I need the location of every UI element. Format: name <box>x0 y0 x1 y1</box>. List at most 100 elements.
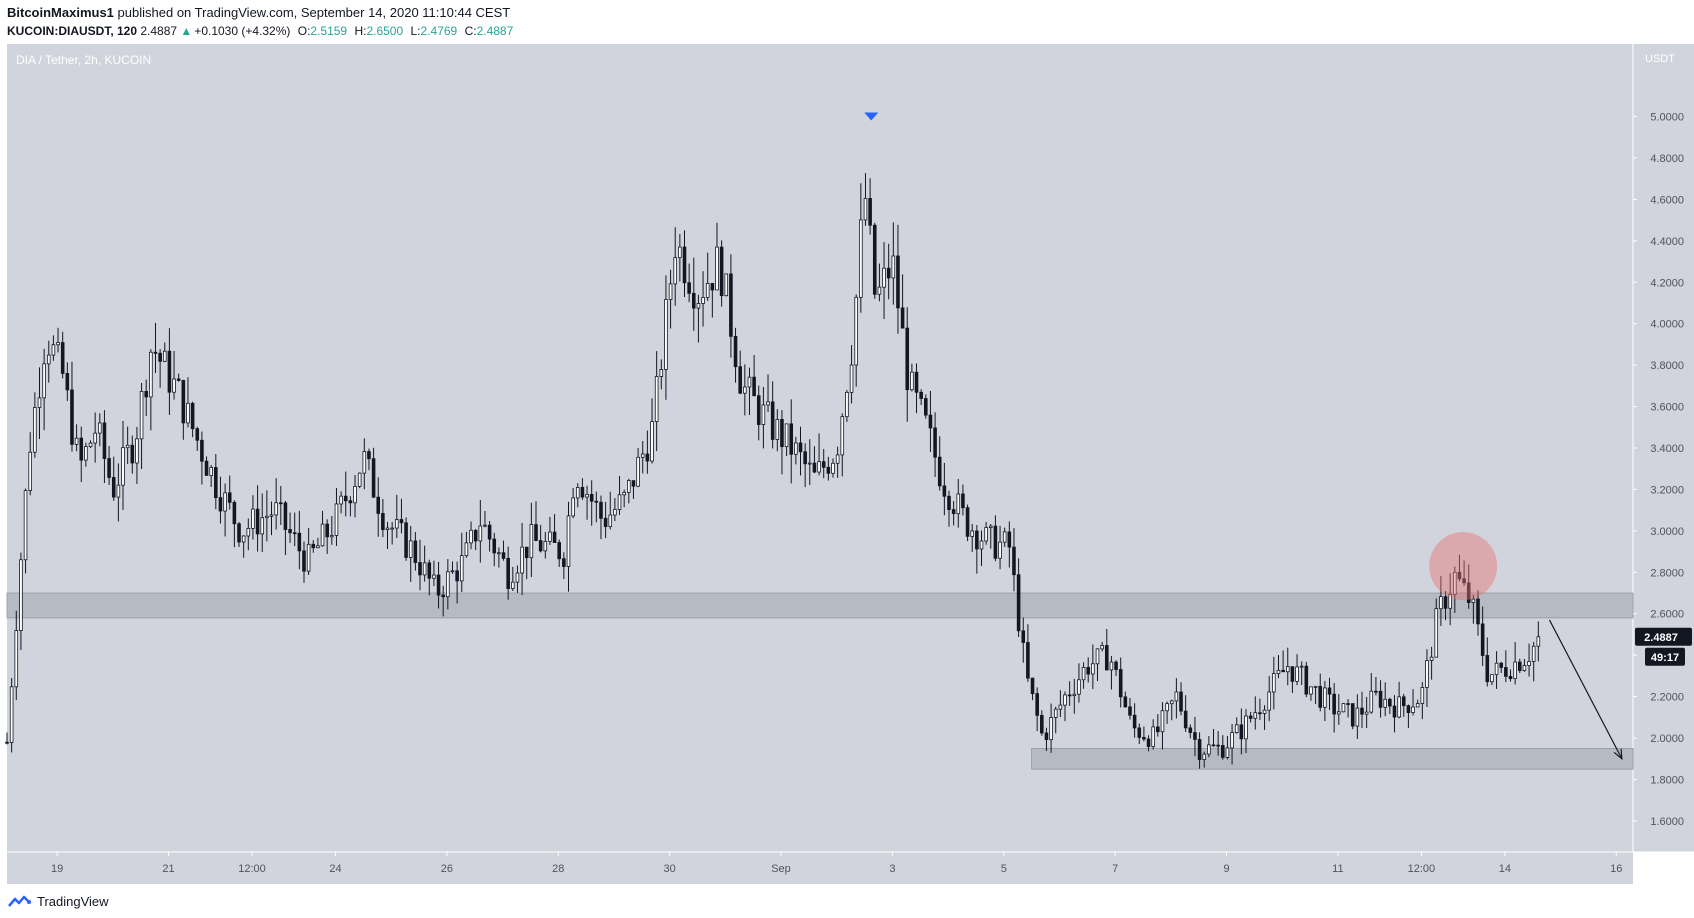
plot-pane[interactable] <box>7 44 1633 852</box>
candle <box>780 410 784 475</box>
candle-body <box>246 527 251 537</box>
price-axis-pane[interactable] <box>1633 44 1694 852</box>
candle-body <box>367 451 371 460</box>
candle-body <box>330 535 334 538</box>
candle <box>738 350 742 395</box>
candle-body <box>1044 732 1049 741</box>
candle-body <box>770 401 775 440</box>
candle <box>65 362 70 401</box>
candle <box>1378 680 1383 718</box>
candle <box>1146 735 1151 752</box>
candle <box>882 242 886 320</box>
candle-body <box>1513 661 1517 680</box>
candle <box>1058 690 1063 718</box>
candle-body <box>1471 598 1476 603</box>
candle-body <box>1086 667 1091 675</box>
candle-body <box>1517 661 1522 672</box>
candle-body <box>1030 677 1035 695</box>
candle <box>928 390 933 452</box>
change-value: +0.1030 (+4.32%) <box>194 24 291 38</box>
candle <box>144 379 149 417</box>
time-axis-pane[interactable] <box>7 852 1633 884</box>
candle-body <box>961 493 965 509</box>
candle-body <box>1104 645 1109 671</box>
y-tick-label: 3.0000 <box>1650 526 1684 538</box>
candle <box>979 530 984 567</box>
candle <box>195 426 200 451</box>
candle <box>1174 678 1179 719</box>
candle <box>784 423 789 457</box>
zone-0 <box>6 592 1634 619</box>
candle-body <box>506 557 510 589</box>
candle-body <box>357 472 362 487</box>
candle-body <box>116 484 121 498</box>
candle <box>524 546 529 580</box>
footer-brand[interactable]: TradingView <box>37 893 109 909</box>
candle <box>678 234 682 282</box>
currency-label: USDT <box>1645 53 1675 65</box>
price-chart[interactable]: 5.0000 4.8000 4.6000 4.4000 4.2000 4.0000 3.80… <box>0 44 1694 884</box>
candle <box>566 501 571 592</box>
candle-body <box>1258 712 1262 715</box>
candle <box>1188 724 1193 739</box>
candle <box>1156 714 1160 737</box>
candle-body <box>608 514 613 528</box>
candle <box>1123 691 1128 708</box>
candle <box>1304 661 1309 698</box>
candle <box>831 458 835 478</box>
candle <box>79 426 84 483</box>
candle <box>845 390 849 422</box>
candle <box>1202 751 1207 768</box>
candle <box>88 440 93 449</box>
chart-frame[interactable]: 5.0000 4.8000 4.6000 4.4000 4.2000 4.0000 3.80… <box>0 44 1694 884</box>
candle <box>515 565 520 593</box>
candle <box>571 488 575 519</box>
candle-body <box>998 541 1002 559</box>
candle-body <box>1313 685 1318 688</box>
candle-body <box>1350 703 1355 727</box>
candle-body <box>529 524 534 559</box>
candle <box>752 354 756 397</box>
candle-body <box>404 522 408 558</box>
candle-body <box>743 386 747 394</box>
candle-body <box>877 286 882 295</box>
candle <box>283 500 288 556</box>
candle <box>404 517 408 561</box>
candle-body <box>1369 690 1374 713</box>
candle <box>594 491 599 523</box>
candle <box>330 515 334 545</box>
candle <box>622 489 626 508</box>
candle-body <box>1262 709 1267 714</box>
candle-body <box>204 460 209 476</box>
candle <box>464 531 469 558</box>
candle <box>608 491 613 530</box>
candle <box>580 478 585 500</box>
candle-body <box>1453 571 1457 595</box>
candle-body <box>251 508 255 529</box>
candle <box>543 531 548 559</box>
author-name[interactable]: BitcoinMaximus1 <box>7 5 114 20</box>
candle <box>343 471 348 517</box>
candle-body <box>450 570 455 573</box>
candle-body <box>631 480 636 487</box>
candle <box>153 322 158 374</box>
candle-body <box>390 527 394 530</box>
candle-body <box>1388 698 1392 707</box>
candle-body <box>821 461 826 468</box>
candle-body <box>784 423 789 448</box>
candle <box>269 501 274 536</box>
candle <box>1527 643 1531 677</box>
candle <box>93 412 97 463</box>
candle-body <box>334 503 339 536</box>
candle <box>209 464 213 487</box>
candle <box>139 382 144 470</box>
tradingview-logo-icon[interactable] <box>8 894 32 908</box>
candle <box>459 532 464 593</box>
candle-body <box>1137 727 1142 738</box>
candle-body <box>1053 708 1058 718</box>
x-tick-label: 26 <box>441 863 453 875</box>
last-price-label: 2.4887 <box>1644 632 1678 644</box>
candle <box>719 240 724 307</box>
candle-body <box>733 335 738 368</box>
candle-body <box>534 524 538 541</box>
